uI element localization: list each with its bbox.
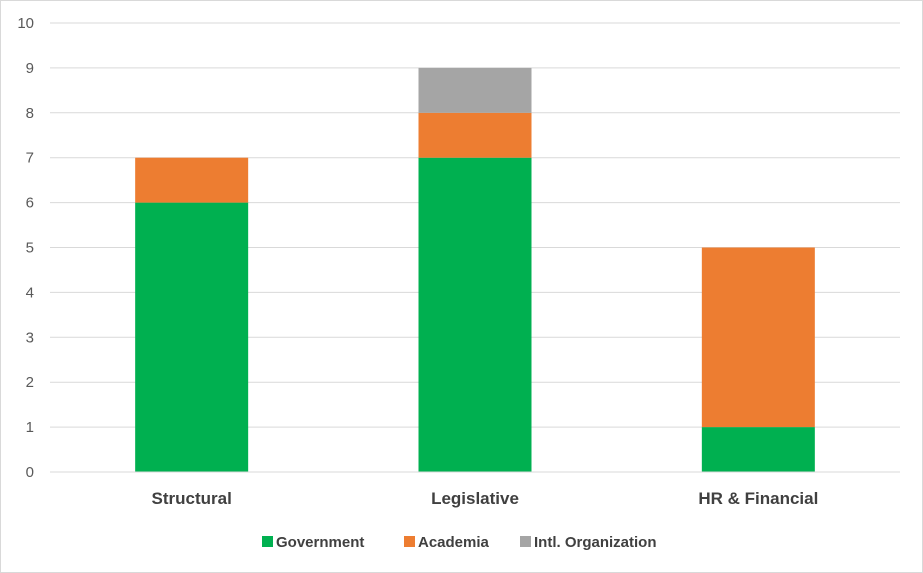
bar-segment-academia-1 — [418, 112, 532, 158]
y-tick-label: 7 — [26, 150, 34, 167]
y-tick-label: 10 — [17, 15, 34, 32]
legend-swatch — [520, 536, 531, 547]
bar-segment-academia-0 — [135, 157, 249, 203]
x-category-label: Structural — [152, 489, 232, 508]
y-tick-label: 6 — [26, 195, 34, 212]
bar-segment-government-2 — [701, 427, 815, 472]
y-tick-label: 4 — [26, 284, 34, 301]
y-tick-label: 1 — [26, 419, 34, 436]
y-tick-label: 3 — [26, 329, 34, 346]
x-axis-categories: Structural Legislative HR & Financial — [152, 489, 819, 508]
bar-segment-government-1 — [418, 157, 532, 472]
legend-swatch — [262, 536, 273, 547]
bars — [135, 67, 815, 472]
legend: Government Academia Intl. Organization — [262, 534, 657, 551]
y-tick-label: 2 — [26, 374, 34, 391]
y-tick-label: 8 — [26, 105, 34, 122]
y-tick-label: 0 — [26, 464, 34, 481]
bar-segment-government-0 — [135, 202, 249, 472]
y-tick-label: 9 — [26, 60, 34, 77]
bar-segment-intl-organization-1 — [418, 67, 532, 113]
x-category-label: Legislative — [431, 489, 519, 508]
legend-label: Academia — [418, 534, 490, 551]
legend-label: Government — [276, 534, 364, 551]
legend-label: Intl. Organization — [534, 534, 657, 551]
x-category-label: HR & Financial — [698, 489, 818, 508]
bar-segment-academia-2 — [701, 247, 815, 428]
y-axis-ticks: 0 1 2 3 4 5 6 7 8 9 10 — [17, 15, 34, 481]
y-tick-label: 5 — [26, 240, 34, 257]
legend-swatch — [404, 536, 415, 547]
